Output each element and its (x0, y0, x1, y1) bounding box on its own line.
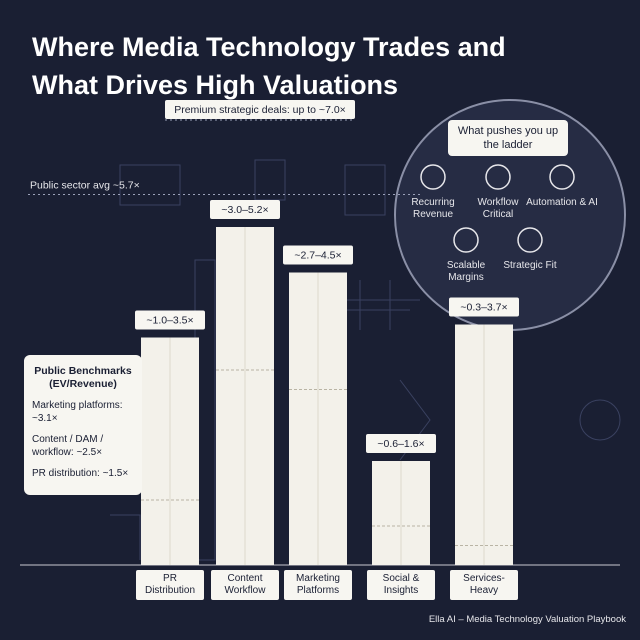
value-label-box (449, 297, 519, 317)
ladder-item: Workflow Critical (477, 197, 519, 220)
ladder-icon (549, 164, 575, 190)
x-tick-label: Content Workflow (211, 570, 279, 600)
x-tick-label: Social & Insights (367, 570, 435, 600)
ladder-icon (517, 227, 543, 253)
ladder-icon (420, 164, 446, 190)
benchmarks-box: Public Benchmarks (EV/Revenue) Marketing… (24, 355, 142, 495)
value-label-box (210, 200, 280, 219)
reference-label: Premium strategic deals: up to ~7.0× (174, 104, 346, 116)
value-label: ~3.0–5.2× (221, 204, 268, 216)
ladder-title: What pushes you up the ladder (448, 120, 568, 156)
value-label: ~0.3–3.7× (460, 301, 507, 313)
x-tick-label: Marketing Platforms (284, 570, 352, 600)
benchmark-item: PR distribution: ~1.5× (32, 468, 129, 479)
footer: Ella AI – Media Technology Valuation Pla… (428, 614, 626, 625)
value-label-box (283, 245, 353, 265)
ladder-item: Recurring Revenue (411, 197, 455, 220)
ladder-item: Automation & AI (526, 197, 598, 208)
value-label: ~0.6–1.6× (377, 438, 424, 450)
value-label: ~1.0–3.5× (146, 314, 193, 326)
value-label-box (135, 310, 205, 330)
x-tick-label: PR Distribution (136, 570, 204, 600)
reference-label: Public sector avg ~5.7× (30, 179, 140, 191)
value-label: ~2.7–4.5× (294, 249, 341, 261)
benchmark-item: Content / DAM / workflow: ~2.5× (32, 434, 104, 458)
ladder-icon (453, 227, 479, 253)
ladder-icon (485, 164, 511, 190)
benchmark-item: Marketing platforms: ~3.1× (32, 400, 123, 424)
ladder-item: Strategic Fit (503, 260, 557, 271)
value-label-box (366, 434, 436, 453)
reference-label-box (165, 100, 355, 119)
ladder-item: Scalable Margins (446, 260, 486, 283)
benchmarks-title: Public Benchmarks (EV/Revenue) (34, 365, 132, 390)
chart-title: Where Media Technology Trades and What D… (32, 32, 506, 100)
x-tick-label: Services-Heavy (450, 570, 518, 600)
